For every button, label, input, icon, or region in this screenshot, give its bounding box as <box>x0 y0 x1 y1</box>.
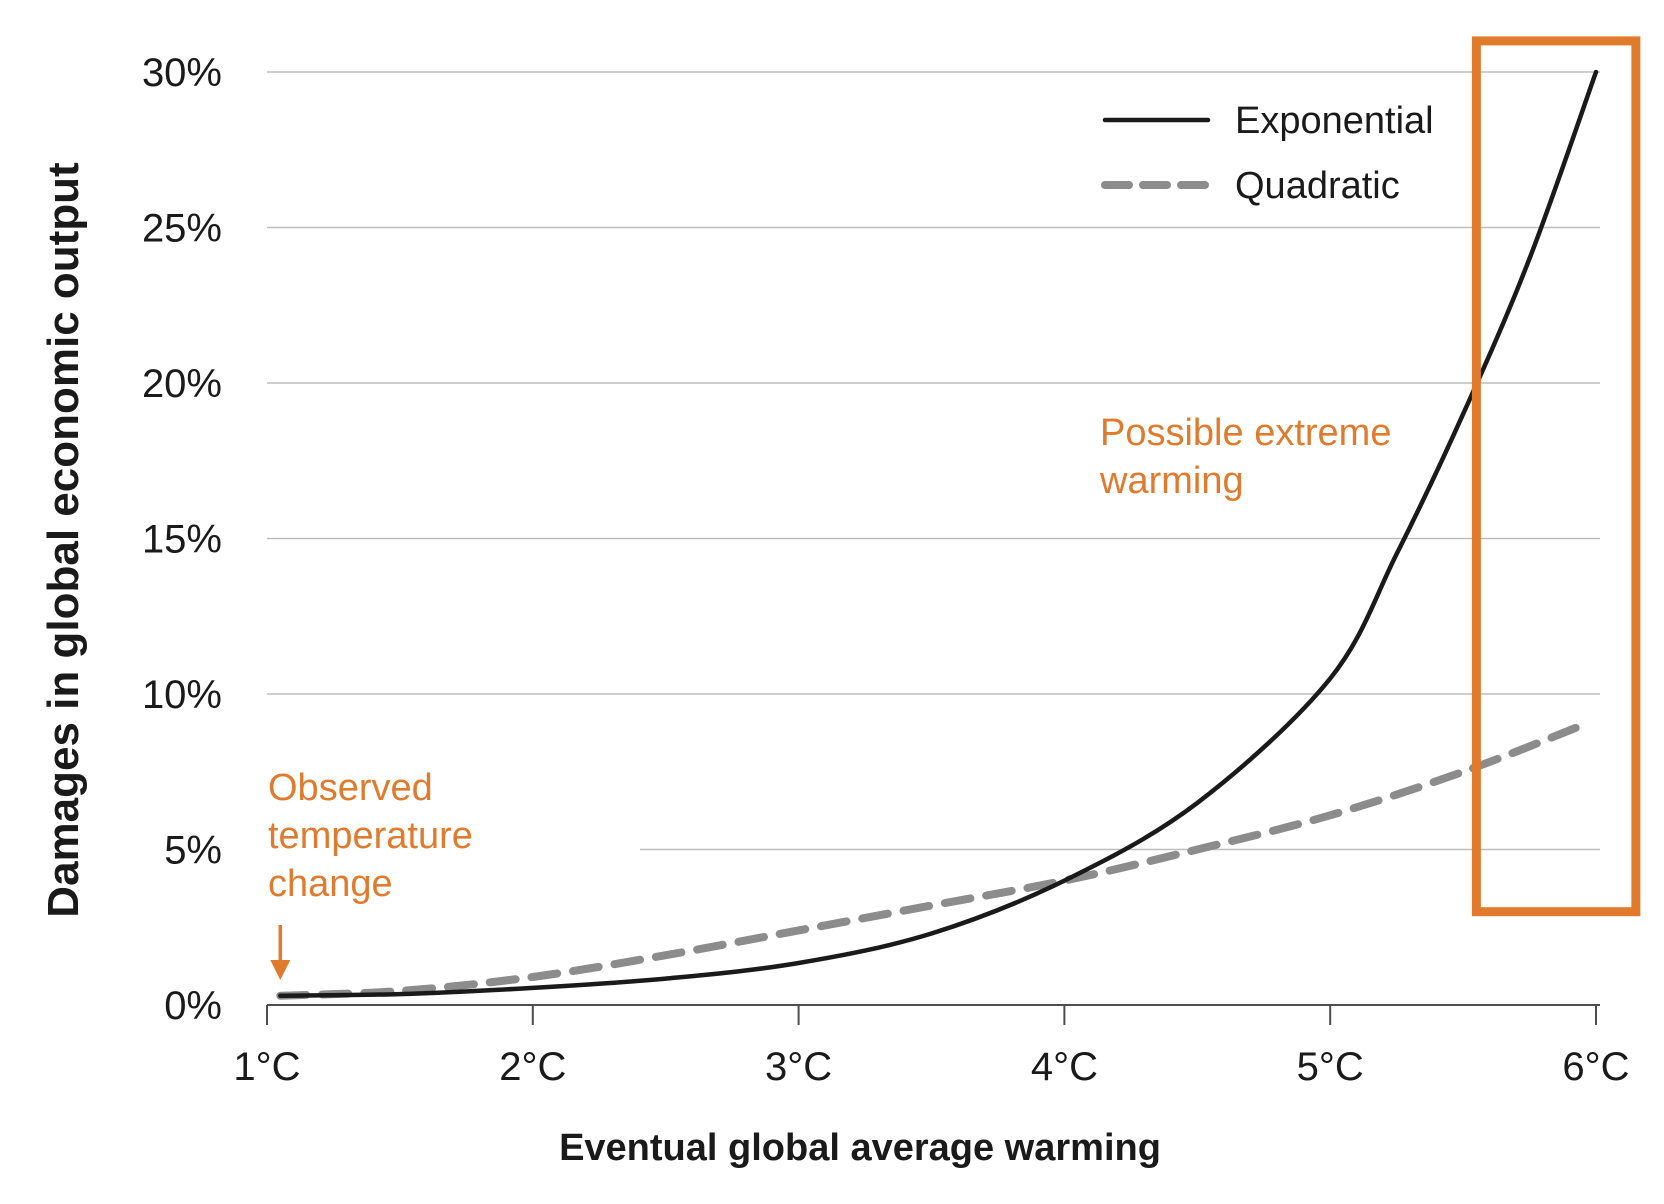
x-axis <box>266 1004 1600 1025</box>
observed-arrow-head <box>270 960 291 980</box>
y-axis-title: Damages in global economic output <box>39 162 88 918</box>
annotation-line: Possible extreme <box>1100 412 1391 454</box>
annotations: Observed temperature change Possible extrem… <box>268 36 1641 980</box>
x-tick-label: 6°C <box>1562 1045 1629 1089</box>
series-lines <box>276 69 1599 1000</box>
y-tick-label: 5% <box>164 829 222 873</box>
y-tick-label: 0% <box>164 984 222 1028</box>
series-line-exponential <box>278 69 1599 998</box>
x-tick-label: 4°C <box>1031 1045 1098 1089</box>
y-tick-label: 25% <box>142 207 222 251</box>
x-tick-label: 5°C <box>1297 1045 1364 1089</box>
annotation-extreme: Possible extreme warming <box>1099 412 1391 502</box>
y-tick-label: 30% <box>142 51 222 95</box>
x-axis-title: Eventual global average warming <box>559 1127 1161 1169</box>
annotation-line: Observed <box>268 767 433 809</box>
y-tick-label: 15% <box>142 518 222 562</box>
annotation-line: change <box>268 863 393 905</box>
grid-lines <box>267 71 1600 851</box>
annotation-line: warming <box>1099 460 1244 502</box>
x-tick-label: 1°C <box>233 1045 300 1089</box>
legend-label-quadratic: Quadratic <box>1235 165 1400 207</box>
annotation-observed: Observed temperature change <box>268 767 473 905</box>
tick-labels: 0% 5% 10% 15% 20% 25% 30% 1°C 2°C 3°C 4°C 5°C 6°C <box>142 51 1630 1089</box>
highlight-box <box>1471 36 1641 917</box>
x-tick-label: 3°C <box>765 1045 832 1089</box>
y-tick-label: 10% <box>142 673 222 717</box>
legend: Exponential Quadratic <box>1101 100 1434 207</box>
y-tick-label: 20% <box>142 362 222 406</box>
x-tick-label: 2°C <box>499 1045 566 1089</box>
series-line-quadratic <box>276 721 1587 1000</box>
annotation-line: temperature <box>268 815 473 857</box>
legend-label-exponential: Exponential <box>1235 100 1434 142</box>
